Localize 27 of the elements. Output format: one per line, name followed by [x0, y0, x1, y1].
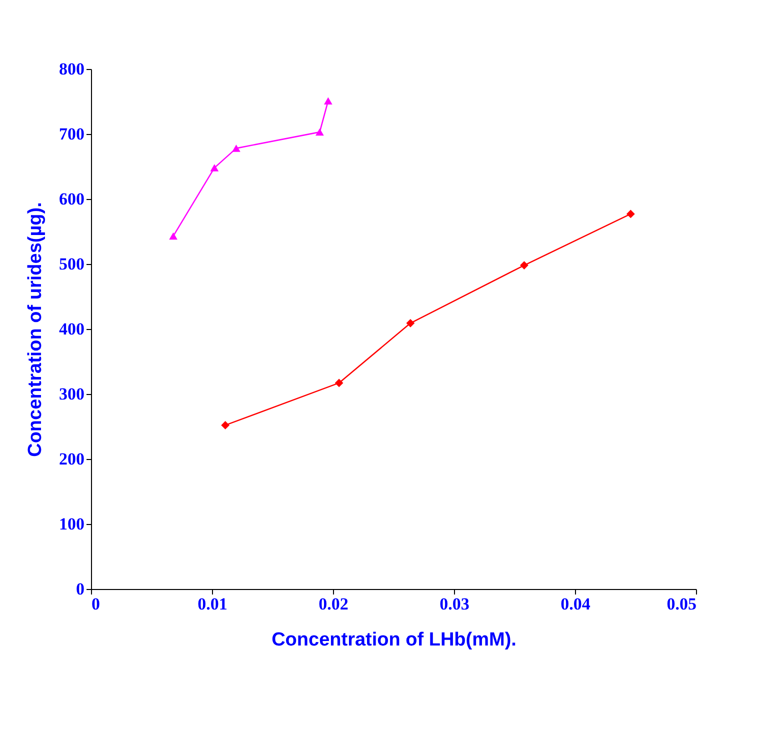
- y-tick-label: 100: [59, 514, 84, 534]
- y-tick-label: 700: [59, 124, 84, 144]
- point: [316, 128, 324, 136]
- y-tick-label: 800: [59, 60, 84, 78]
- point: [334, 378, 344, 388]
- y-tick-label: 200: [59, 450, 84, 468]
- y-tick-label: 0: [76, 580, 84, 598]
- point: [324, 97, 332, 104]
- x-tick-label: 0.04: [560, 594, 591, 614]
- y-tick-label: 500: [59, 254, 84, 274]
- point: [406, 318, 415, 328]
- x-tick-label: 0.02: [318, 594, 348, 614]
- x-tick-label: 0.01: [198, 594, 228, 614]
- x-tick-label: 0.05: [666, 594, 696, 614]
- x-tick-label: 0.03: [440, 594, 470, 614]
- y-tick-label: 600: [59, 190, 84, 208]
- point: [169, 232, 178, 240]
- point: [232, 144, 240, 152]
- y-tick-label: 300: [59, 384, 84, 404]
- y-axis-title: Concentration of urides(µg).: [25, 202, 46, 457]
- x-tick-label: 0: [92, 594, 100, 614]
- point: [520, 261, 528, 270]
- point: [210, 164, 219, 172]
- y-tick-label: 400: [59, 320, 84, 338]
- x-axis-title: Concentration of LHb(mM).: [272, 630, 516, 650]
- point: [221, 421, 230, 430]
- point: [626, 210, 635, 218]
